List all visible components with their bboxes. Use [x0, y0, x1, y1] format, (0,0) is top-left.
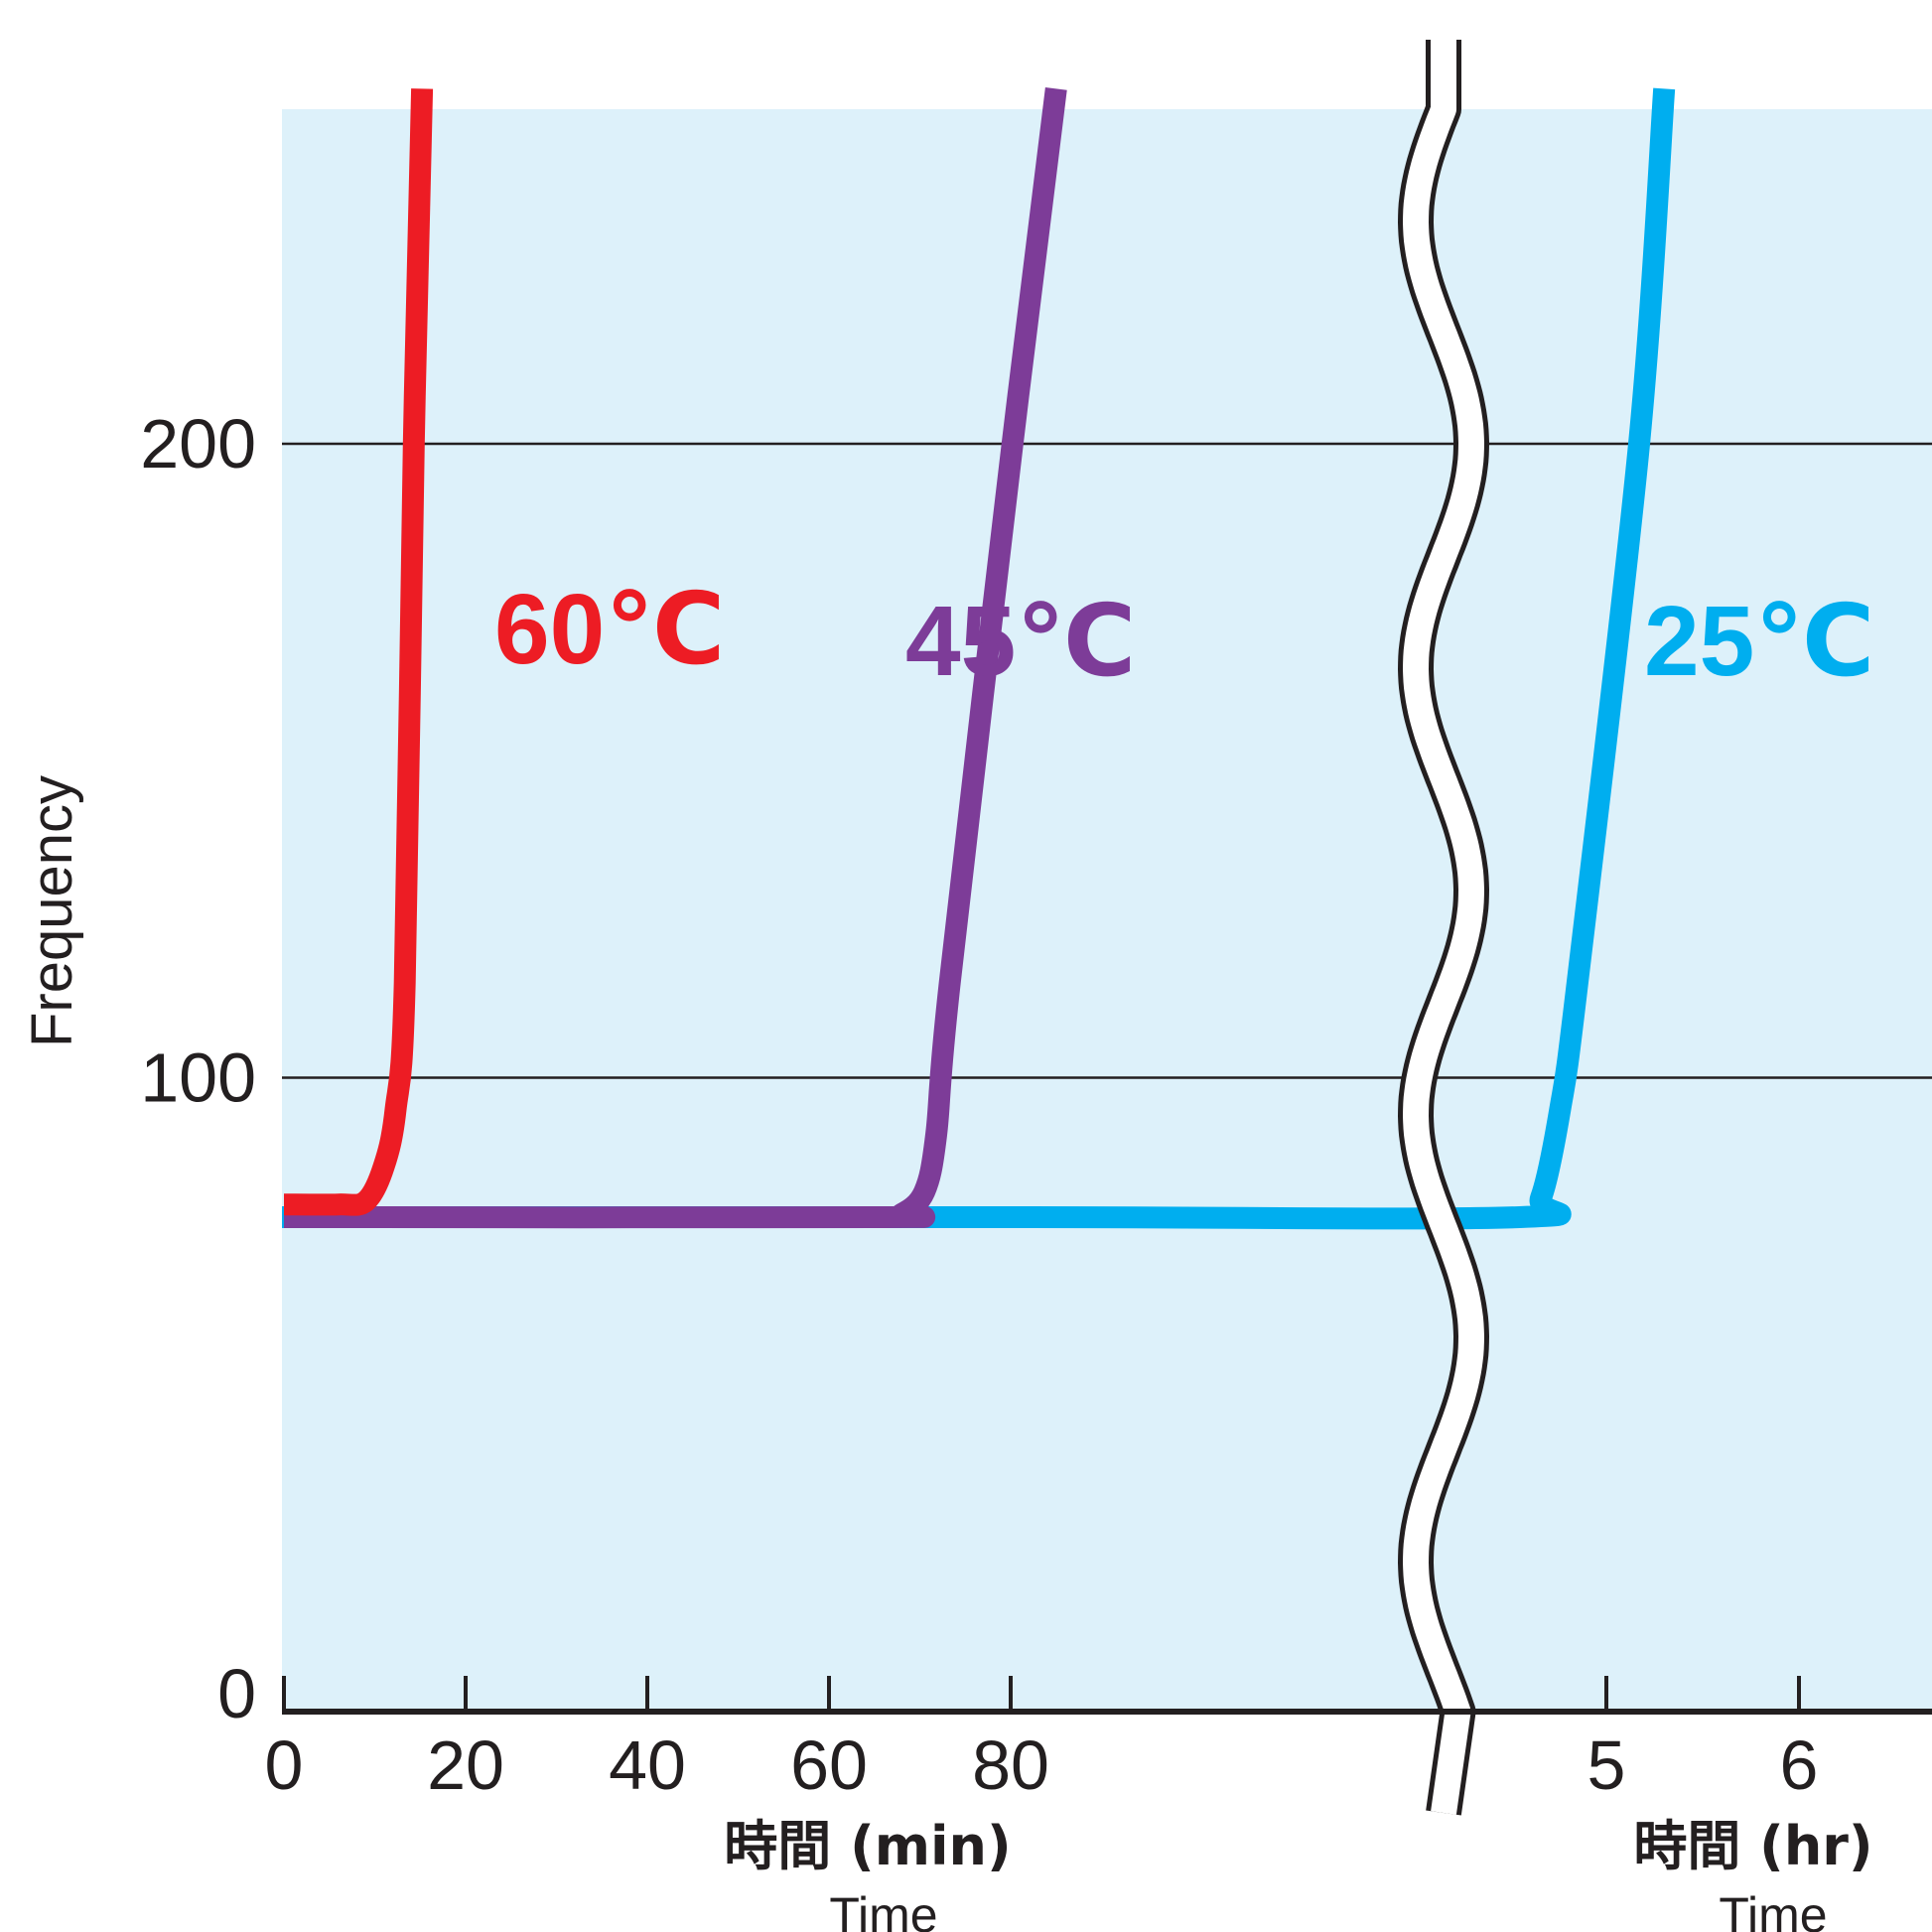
- x-axis-subtitle-min: Time: [829, 1887, 937, 1932]
- axis-break-fill: [1403, 40, 1484, 1815]
- y-axis-title: Frequency: [20, 775, 84, 1047]
- x-axis-title-min: 時間 (min): [724, 1815, 1011, 1877]
- series-line-45c: [283, 87, 1067, 1229]
- plot-background: [282, 109, 1932, 1713]
- x-axis-subtitle-hr: Time: [1719, 1887, 1827, 1932]
- series-label-1: 45℃: [905, 586, 1136, 697]
- series-label-0: 60℃: [494, 574, 725, 685]
- series-label-2: 25℃: [1644, 586, 1874, 697]
- series-line-60c: [283, 88, 434, 1216]
- axis-break-symbol: [1398, 40, 1489, 1816]
- y-tick-label-0: 0: [217, 1655, 256, 1732]
- x-tick-label-min-0: 0: [265, 1726, 304, 1804]
- x-axis: [282, 1676, 1932, 1715]
- series-labels: 60℃ 45℃ 25℃: [494, 574, 1874, 697]
- x-tick-label-hr-5: 5: [1587, 1726, 1626, 1804]
- y-tick-label-100: 100: [140, 1039, 256, 1117]
- y-tick-labels: 0 100 200: [140, 405, 256, 1732]
- x-ticks: 0 20 40 60 80 5 6: [265, 1676, 1819, 1804]
- x-tick-label-min-80: 80: [972, 1726, 1049, 1804]
- x-tick-label-min-20: 20: [427, 1726, 504, 1804]
- series-lines: [282, 87, 1676, 1230]
- y-tick-label-200: 200: [140, 405, 256, 483]
- x-tick-label-min-60: 60: [790, 1726, 868, 1804]
- x-tick-label-hr-6: 6: [1780, 1726, 1819, 1804]
- gridlines: [282, 442, 1932, 1079]
- x-tick-label-min-40: 40: [609, 1726, 686, 1804]
- x-axis-title-hr: 時間 (hr): [1633, 1815, 1872, 1877]
